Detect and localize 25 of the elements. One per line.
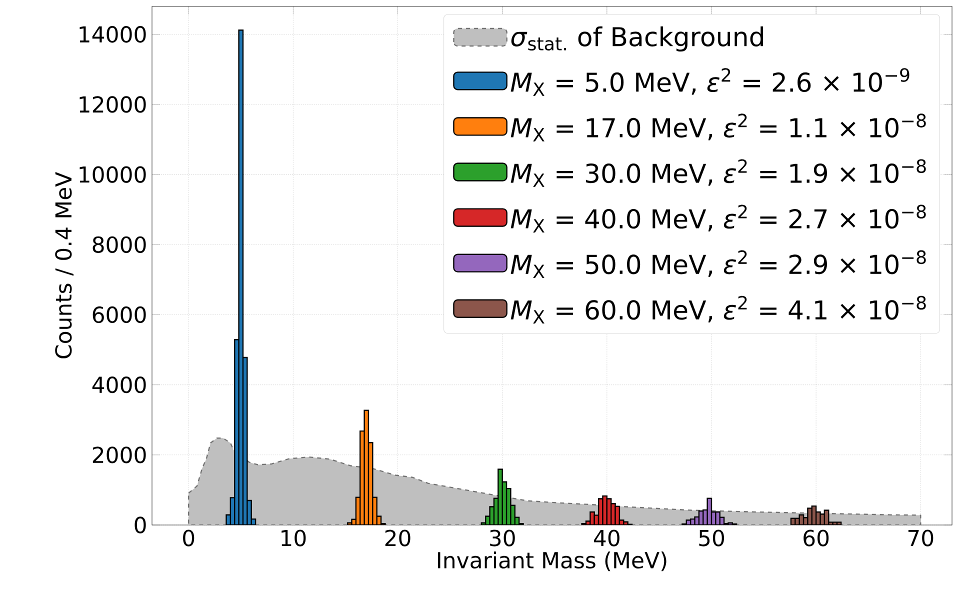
legend-label: M$_{X}$ = 30.0 MeV, ε$^{2}$ = 1.9 × 10$^{−8}$ (510, 159, 926, 187)
x-tick-label: 0 (183, 530, 194, 546)
x-tick-label: 10 (282, 530, 306, 546)
x-axis-title: Invariant Mass (MeV) (438, 552, 666, 572)
x-tick-label: 50 (699, 530, 724, 546)
legend-label: M$_{X}$ = 50.0 MeV, ε$^{2}$ = 2.9 × 10$^{−8}$ (510, 250, 926, 278)
legend-label: σ$_{stat.}$ of Background (511, 26, 763, 52)
x-tick-label: 40 (594, 530, 620, 546)
x-tick-label: 30 (490, 530, 515, 546)
legend-label: M$_{X}$ = 17.0 MeV, ε$^{2}$ = 1.1 × 10$^{−8}$ (510, 114, 926, 142)
x-tick-label: 60 (804, 530, 829, 546)
legend-label: M$_{X}$ = 60.0 MeV, ε$^{2}$ = 4.1 × 10$^{−8}$ (510, 296, 926, 324)
y-tick-label: 12000 (80, 96, 146, 113)
y-axis-title: Counts / 0.4 MeV (55, 172, 74, 358)
y-tick-label: 14000 (80, 26, 146, 43)
y-tick-label: 0 (134, 516, 146, 534)
y-tick-label: 4000 (92, 376, 146, 394)
legend-label: M$_{X}$ = 5.0 MeV, ε$^{2}$ = 2.6 × 10$^{−9}$ (510, 68, 910, 96)
legend-label: M$_{X}$ = 40.0 MeV, ε$^{2}$ = 2.7 × 10$^{−8}$ (510, 204, 926, 232)
y-tick-label: 8000 (92, 236, 146, 253)
y-tick-label: 10000 (80, 166, 146, 183)
x-tick-label: 20 (385, 530, 410, 546)
y-tick-label: 2000 (92, 446, 146, 464)
y-tick-label: 6000 (92, 306, 146, 324)
x-tick-label: 70 (908, 530, 934, 546)
